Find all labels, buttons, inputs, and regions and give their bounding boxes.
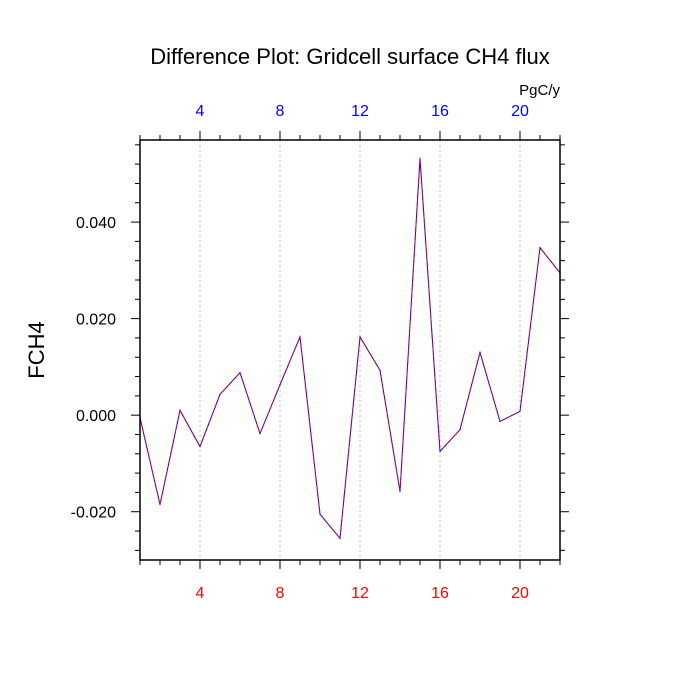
data-point xyxy=(439,450,441,452)
x-tick-label-bottom: 12 xyxy=(351,585,369,602)
series-line-dashed xyxy=(139,158,561,540)
x-tick-label-bottom: 4 xyxy=(196,585,205,602)
x-tick-label-top: 16 xyxy=(431,103,449,120)
data-point xyxy=(319,513,321,515)
y-tick-label: 0.000 xyxy=(76,408,116,425)
data-point xyxy=(479,351,481,354)
data-point xyxy=(199,445,201,448)
data-point xyxy=(339,537,341,539)
axis-ticks xyxy=(131,131,569,569)
tick-labels: 4 4 8 8 12 12 16 16 20 20 -0.020 0.000 0.020 0.040 xyxy=(71,103,529,602)
data-point xyxy=(179,409,181,411)
data-point xyxy=(279,384,281,386)
x-tick-label-top: 4 xyxy=(196,103,205,120)
y-tick-label: 0.020 xyxy=(76,312,116,329)
data-point xyxy=(499,420,501,423)
data-point xyxy=(419,157,421,159)
data-point xyxy=(399,490,401,493)
units-label: PgC/y xyxy=(519,82,560,99)
y-tick-label: 0.040 xyxy=(76,215,116,232)
data-point xyxy=(219,393,221,396)
chart-title: Difference Plot: Gridcell surface CH4 fl… xyxy=(150,44,549,69)
x-tick-label-top: 12 xyxy=(351,103,369,120)
grid-lines xyxy=(199,140,521,560)
data-point xyxy=(259,432,261,435)
y-axis-label: FCH4 xyxy=(24,321,49,378)
x-tick-label-bottom: 8 xyxy=(276,585,285,602)
y-tick-label: -0.020 xyxy=(71,505,116,522)
data-point xyxy=(519,410,521,412)
data-point xyxy=(379,369,381,371)
data-point xyxy=(159,503,161,506)
series-group xyxy=(139,157,561,540)
data-point xyxy=(239,372,241,374)
x-tick-label-bottom: 20 xyxy=(511,585,529,602)
data-point xyxy=(459,429,461,431)
plot-frame xyxy=(139,139,561,561)
x-tick-label-top: 20 xyxy=(511,103,529,120)
data-point xyxy=(359,336,361,338)
data-point xyxy=(299,336,301,338)
x-tick-label-bottom: 16 xyxy=(431,585,449,602)
data-point xyxy=(539,247,541,249)
x-tick-label-top: 8 xyxy=(276,103,285,120)
series-line xyxy=(139,158,561,540)
